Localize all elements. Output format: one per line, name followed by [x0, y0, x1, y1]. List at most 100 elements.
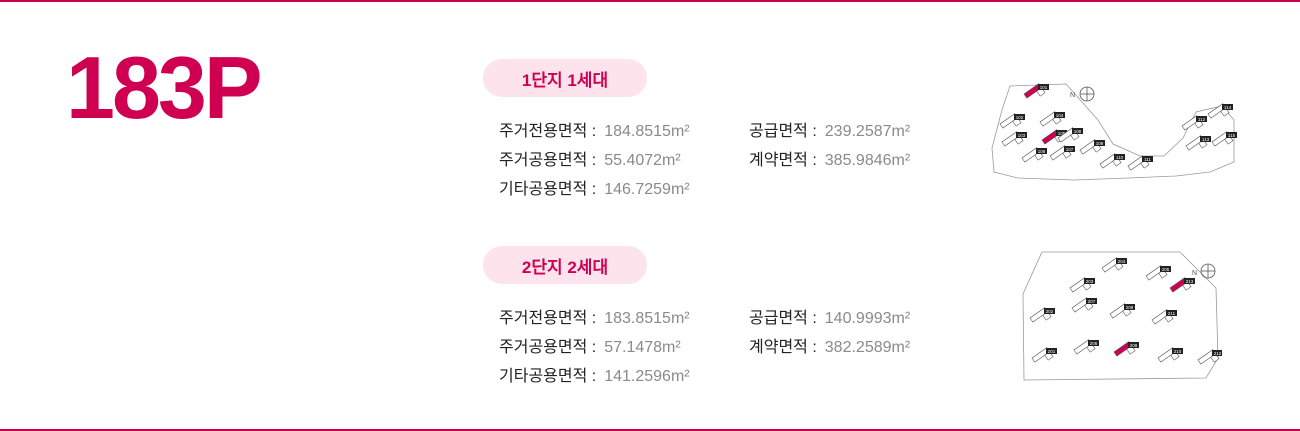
spec-label: 기타공용면적 :	[499, 181, 597, 198]
building-number: 107	[1066, 147, 1074, 152]
building-number: 206	[1090, 341, 1098, 346]
building-number: 101	[1040, 85, 1048, 90]
area-spec-list: 주거전용면적 : 183.8515m² 공급면적 : 140.9993m² 주거공용…	[499, 304, 963, 391]
building-number: 104	[1056, 113, 1064, 118]
building-tag	[1046, 348, 1057, 354]
section-title-badge: 2단지 2세대	[483, 246, 647, 284]
building-number: 103	[1018, 133, 1026, 138]
building-number: 205	[1162, 267, 1170, 272]
compass-icon: N	[1070, 86, 1095, 102]
building-tag	[1056, 130, 1067, 136]
building-tag	[1044, 308, 1055, 314]
spec-item: 주거전용면적 : 183.8515m²	[499, 304, 690, 333]
spec-label: 주거공용면적 :	[499, 339, 597, 356]
building-tag	[1064, 146, 1075, 152]
building-number: 204	[1118, 259, 1126, 264]
building-number: 109	[1096, 141, 1104, 146]
spec-value: 183.8515m²	[604, 310, 690, 327]
spec-item: 주거전용면적 : 184.8515m²	[499, 117, 690, 146]
compass-label: N	[1192, 270, 1197, 277]
spec-value: 140.9993m²	[824, 310, 911, 327]
compass-icon: N	[1192, 263, 1216, 279]
building-tag	[1016, 132, 1027, 138]
building-tag	[1160, 266, 1171, 272]
spec-label: 계약면적 :	[749, 152, 817, 169]
building-tag	[1200, 136, 1211, 142]
area-spec-list: 주거전용면적 : 184.8515m² 공급면적 : 239.2587m² 주거공용…	[499, 117, 963, 204]
building-tag	[1172, 348, 1183, 354]
building-tag	[1036, 148, 1047, 154]
building-tag	[1128, 342, 1139, 348]
building-number: 114	[1224, 105, 1232, 110]
spec-item: 기타공용면적 : 146.7259m²	[499, 175, 690, 204]
building-tag	[1196, 116, 1207, 122]
building-number: 201	[1048, 349, 1056, 354]
site-map-icon: N 201 202 203 204 205 206 207 208 209 210 211 212 21…	[1022, 251, 1222, 381]
section-complex-2: 2단지 2세대 주거전용면적 : 183.8515m² 공급면적 : 140.999…	[483, 246, 963, 391]
building-tag	[1124, 304, 1135, 310]
building-tag	[1184, 278, 1195, 284]
site-map-icon: N 101 102 103 104 105 106 107 108 109 110 111 112 11…	[991, 83, 1237, 181]
building-tag	[1114, 154, 1125, 160]
page-number-title: 183P	[66, 38, 263, 137]
spec-item: 주거공용면적 : 57.1478m²	[499, 333, 681, 362]
building-tag	[1212, 350, 1222, 356]
spec-label: 주거공용면적 :	[499, 152, 597, 169]
spec-value: 385.9846m²	[824, 152, 911, 169]
building-number: 115	[1228, 133, 1236, 138]
spec-row: 기타공용면적 : 141.2596m²	[499, 362, 963, 391]
building-tag	[1094, 140, 1105, 146]
building-number: 110	[1116, 155, 1124, 160]
building-tag	[1014, 114, 1025, 120]
spec-item: 기타공용면적 : 141.2596m²	[499, 362, 690, 391]
building-number: 211	[1168, 311, 1176, 316]
section-title-badge: 1단지 1세대	[483, 59, 647, 97]
building-tag	[1166, 310, 1177, 316]
building-number: 202	[1046, 309, 1054, 314]
building-number: 108	[1074, 129, 1082, 134]
building-group: 201 202 203 204 205 206 207 208 209 210 211 212 213	[1029, 257, 1222, 365]
building-tag	[1116, 258, 1127, 264]
building-tag	[1226, 132, 1237, 138]
spec-row: 주거공용면적 : 57.1478m² 계약면적 : 382.2589m²	[499, 333, 963, 362]
spec-item: 계약면적 : 385.9846m²	[749, 146, 910, 175]
top-rule	[0, 0, 1300, 2]
spec-value: 146.7259m²	[604, 181, 690, 198]
spec-item: 계약면적 : 382.2589m²	[749, 333, 910, 362]
spec-value: 382.2589m²	[824, 339, 911, 356]
building-number: 210	[1174, 349, 1182, 354]
building-number: 212	[1214, 351, 1222, 356]
building-group: 101 102 103 104 105 106 107 108 109 110 111 112 113 1…	[999, 83, 1237, 171]
building-number: 203	[1086, 279, 1094, 284]
spec-label: 계약면적 :	[749, 339, 817, 356]
building-204	[1101, 257, 1124, 273]
spec-item: 공급면적 : 239.2587m²	[749, 117, 910, 146]
building-number: 113	[1202, 137, 1210, 142]
building-number: 105	[1058, 131, 1066, 136]
spec-label: 기타공용면적 :	[499, 368, 597, 385]
section-complex-1: 1단지 1세대 주거전용면적 : 184.8515m² 공급면적 : 239.258…	[483, 59, 963, 204]
building-number: 102	[1016, 115, 1024, 120]
bottom-rule	[0, 429, 1300, 431]
building-number: 112	[1198, 117, 1206, 122]
spec-row: 기타공용면적 : 146.7259m²	[499, 175, 963, 204]
building-number: 213	[1186, 279, 1194, 284]
building-tag	[1054, 112, 1065, 118]
spec-value: 55.4072m²	[604, 152, 681, 169]
compass-label: N	[1070, 92, 1075, 99]
spec-row: 주거전용면적 : 183.8515m² 공급면적 : 140.9993m²	[499, 304, 963, 333]
spec-value: 184.8515m²	[604, 123, 690, 140]
spec-row: 주거전용면적 : 184.8515m² 공급면적 : 239.2587m²	[499, 117, 963, 146]
spec-label: 공급면적 :	[749, 123, 817, 140]
spec-value: 141.2596m²	[604, 368, 690, 385]
building-number: 207	[1088, 299, 1096, 304]
spec-label: 주거전용면적 :	[499, 123, 597, 140]
spec-item: 주거공용면적 : 55.4072m²	[499, 146, 681, 175]
building-number: 106	[1038, 149, 1046, 154]
spec-label: 공급면적 :	[749, 310, 817, 327]
building-tag	[1142, 156, 1153, 162]
building-tag	[1086, 298, 1097, 304]
spec-value: 239.2587m²	[824, 123, 911, 140]
spec-value: 57.1478m²	[604, 339, 681, 356]
spec-item: 공급면적 : 140.9993m²	[749, 304, 910, 333]
